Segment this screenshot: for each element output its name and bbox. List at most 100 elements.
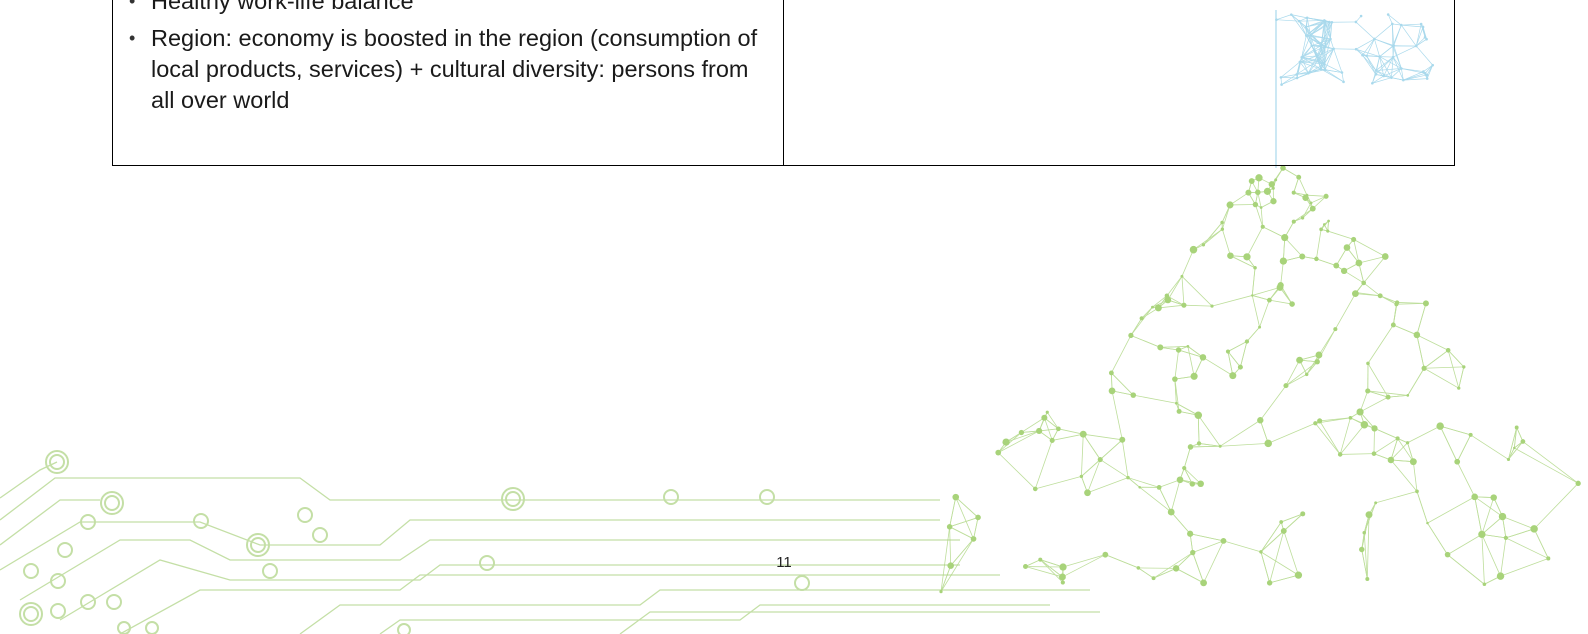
network-edge [1363,256,1386,284]
network-edge [1260,551,1271,583]
flag-edge [1379,56,1392,78]
network-edge [1516,427,1524,442]
network-edge [1316,258,1337,266]
network-node [1506,457,1511,462]
network-node [1138,485,1141,489]
network-edge [1361,549,1368,580]
flag-node [1391,22,1394,26]
flag-node [1298,19,1301,23]
network-node [1279,520,1284,524]
network-node [1023,564,1028,570]
network-edge [1062,554,1106,568]
flag-edge [1387,14,1393,25]
flag-edge [1281,74,1297,85]
network-node [1136,566,1141,570]
flag-edge [1403,72,1426,81]
network-edge [1174,349,1179,380]
flag-edge [1371,70,1377,84]
network-node [1279,257,1287,265]
flag-edge [1291,14,1307,36]
flag-edge [1392,45,1402,69]
flag-edge [1379,56,1402,69]
network-node [1201,243,1206,247]
flag-node [1391,44,1395,48]
flag-node [1290,13,1293,16]
bullet-icon: • [129,28,136,48]
network-edge [1189,533,1194,553]
network-node [1390,322,1396,328]
flag-edge [1276,14,1292,21]
flag-node [1315,54,1319,58]
flag-node [1307,71,1310,75]
network-node [1415,489,1419,494]
network-node [1186,344,1190,348]
flag-node [1365,54,1368,58]
network-node [1359,546,1365,553]
table-cell-left: • Healthy work-life balance • Region: econ… [113,0,784,165]
network-edge [1183,304,1213,307]
flag-edge [1416,37,1426,47]
content-table: • Healthy work-life balance • Region: econ… [112,0,1455,166]
flag-edge [1362,54,1377,75]
flag-edge [1301,45,1326,58]
network-node [1270,198,1277,205]
flag-edge [1305,17,1308,27]
network-edge [1183,446,1191,469]
network-edge [998,430,1040,453]
circuit-node [106,594,122,610]
network-node [1263,187,1272,195]
network-node [1225,349,1231,354]
flag-node [1319,44,1323,47]
circuit-node [501,487,525,511]
flag-edge [1291,14,1308,19]
network-edge [1269,299,1293,305]
flag-mesh [1276,14,1434,85]
network-node [1164,296,1172,304]
network-node [1360,420,1369,429]
network-edge [1447,350,1465,368]
network-node [1227,252,1234,260]
flag-edge [1375,56,1394,71]
network-node [1406,394,1410,397]
network-edge [1260,551,1299,576]
flag-edge [1375,74,1384,77]
network-nodes [939,165,1581,594]
network-node [1059,573,1066,581]
network-edge [1416,334,1449,351]
network-edge [1175,552,1194,569]
network-edge [1167,276,1183,301]
flag-edge [1416,38,1427,47]
flag-edge [1415,45,1433,66]
flag-edge [1403,71,1424,81]
network-edge [1170,511,1191,535]
network-edge [1021,417,1045,433]
network-node [1164,293,1170,299]
network-node [1348,415,1353,420]
flag-node [1295,76,1299,80]
network-node [1197,480,1204,488]
network-edge [1363,532,1368,580]
flag-edge [1299,20,1307,28]
flag-node [1390,76,1393,79]
network-edge [1260,530,1285,553]
network-node [952,493,960,501]
network-edge [1319,420,1341,455]
network-edge [1282,167,1299,178]
network-node [975,514,981,521]
network-node [1296,174,1302,180]
network-edge [1390,459,1414,463]
network-node [1018,429,1025,436]
flag-edge [1299,20,1311,36]
network-edge [1203,540,1224,584]
circuit-trace [379,604,1050,634]
network-edge [1427,522,1448,555]
network-edge [1508,441,1524,460]
network-edge [1058,428,1084,435]
flag-edge [1308,63,1325,74]
network-edge [949,526,974,540]
network-node [1317,418,1323,424]
circuit-node [663,489,679,505]
network-edge [1193,228,1223,251]
network-node [1281,234,1289,242]
